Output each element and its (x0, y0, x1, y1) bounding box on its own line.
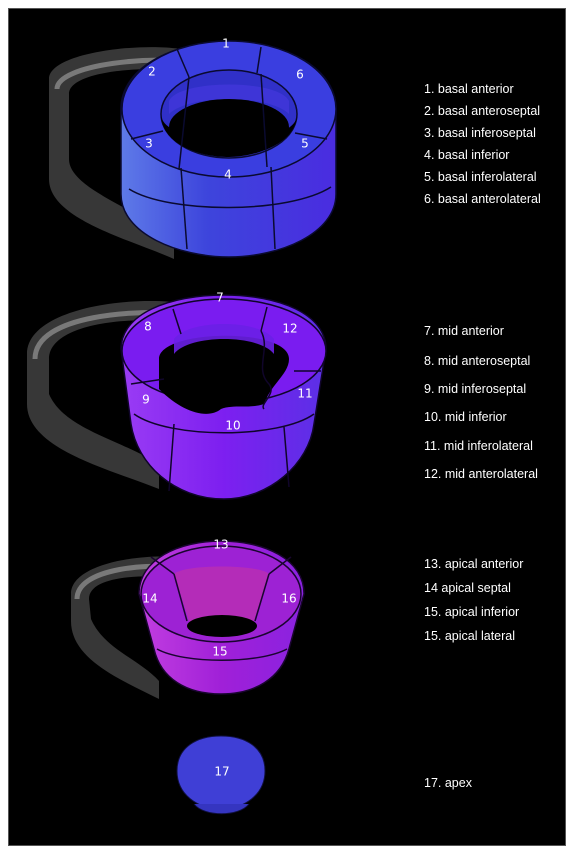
diagram-frame: 1 2 6 3 5 4 7 (8, 8, 566, 846)
legend-item: 5. basal inferolateral (424, 170, 537, 184)
apical-ghost-ring (71, 556, 174, 699)
segment-label-10: 10 (225, 419, 240, 433)
segment-label-14: 14 (142, 592, 157, 606)
legend-item: 2. basal anteroseptal (424, 104, 541, 118)
mid-ghost-ring (27, 301, 189, 489)
mid-ring: 7 8 12 9 11 10 (27, 291, 327, 500)
segment-label-17: 17 (214, 765, 229, 779)
legend-item: 3. basal inferoseptal (424, 126, 536, 140)
legend-item: 4. basal inferior (424, 148, 510, 162)
legend-item: 14 apical septal (424, 581, 511, 595)
segment-label-16: 16 (281, 592, 296, 606)
segment-label-9: 9 (142, 393, 150, 407)
segment-label-5: 5 (301, 137, 309, 151)
apical-ring: 13 14 16 15 (71, 538, 305, 699)
legend-item: 12. mid anterolateral (424, 467, 538, 481)
legend-item: 6. basal anterolateral (424, 192, 541, 206)
legend-item: 10. mid inferior (424, 410, 507, 424)
segment-label-12: 12 (282, 322, 297, 336)
legend-item: 1. basal anterior (424, 82, 514, 96)
segment-label-4: 4 (224, 168, 232, 182)
segment-label-13: 13 (213, 538, 228, 552)
segment-label-8: 8 (144, 320, 152, 334)
basal-ring: 1 2 6 3 5 4 (49, 37, 337, 259)
legend-item: 15. apical inferior (424, 605, 520, 619)
segment-label-15: 15 (212, 645, 227, 659)
segment-label-1: 1 (222, 37, 230, 51)
legend-item: 9. mid inferoseptal (424, 382, 527, 396)
apex-cap: 17 (176, 735, 266, 815)
segment-label-2: 2 (148, 65, 156, 79)
legend-item: 8. mid anteroseptal (424, 354, 531, 368)
legend-item: 17. apex (424, 776, 472, 790)
legend-item: 13. apical anterior (424, 557, 524, 571)
basal-ghost-ring (49, 47, 199, 259)
segment-label-7: 7 (216, 291, 224, 305)
segment-label-6: 6 (296, 68, 304, 82)
legend-item: 7. mid anterior (424, 324, 504, 338)
segment-label-11: 11 (297, 387, 312, 401)
segment-label-3: 3 (145, 137, 153, 151)
legend-item: 11. mid inferolateral (424, 439, 533, 453)
legend-item: 15. apical lateral (424, 629, 516, 643)
heart-segment-diagram: 1 2 6 3 5 4 7 (27, 37, 337, 815)
